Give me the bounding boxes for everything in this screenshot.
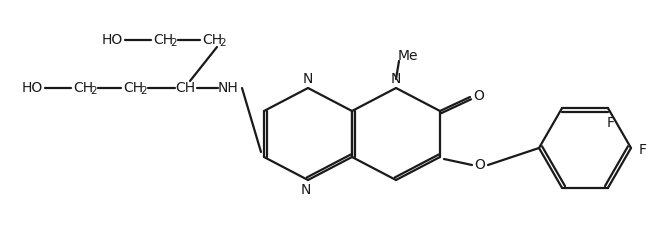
Text: 2: 2	[90, 86, 97, 96]
Text: CH: CH	[153, 33, 173, 47]
Text: Me: Me	[398, 49, 418, 63]
Text: CH: CH	[175, 81, 195, 95]
Text: HO: HO	[21, 81, 43, 95]
Text: O: O	[473, 89, 484, 103]
Text: 2: 2	[141, 86, 148, 96]
Text: HO: HO	[101, 33, 122, 47]
Text: CH: CH	[123, 81, 143, 95]
Text: 2: 2	[219, 38, 226, 48]
Text: 2: 2	[171, 38, 178, 48]
Text: N: N	[303, 72, 313, 86]
Text: F: F	[639, 143, 647, 157]
Text: N: N	[391, 72, 401, 86]
Text: CH: CH	[202, 33, 222, 47]
Text: O: O	[475, 158, 485, 172]
Text: CH: CH	[73, 81, 93, 95]
Text: NH: NH	[217, 81, 238, 95]
Text: F: F	[607, 116, 615, 130]
Text: N: N	[301, 183, 311, 197]
